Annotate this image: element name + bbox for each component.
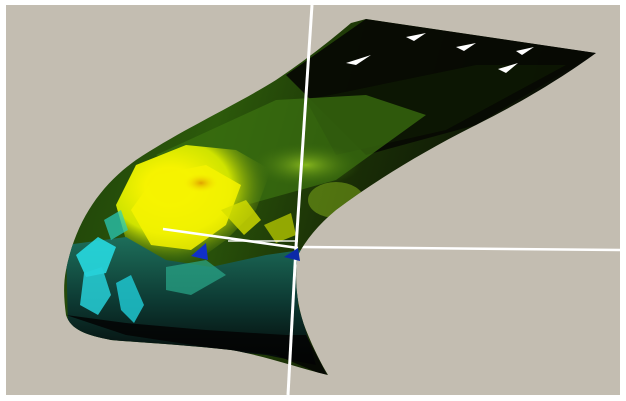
3d-surface-mesh-icon[interactable] [46, 5, 606, 395]
x-axis-line [301, 245, 620, 252]
3d-scene-canvas[interactable] [6, 5, 620, 395]
3d-viewport[interactable] [6, 5, 620, 395]
point-marker-icon-secondary[interactable] [284, 248, 300, 261]
y-axis-line [162, 227, 299, 250]
z-axis-line [294, 5, 314, 248]
point-marker-icon[interactable] [191, 243, 208, 260]
z-axis-line-lower [286, 246, 298, 395]
